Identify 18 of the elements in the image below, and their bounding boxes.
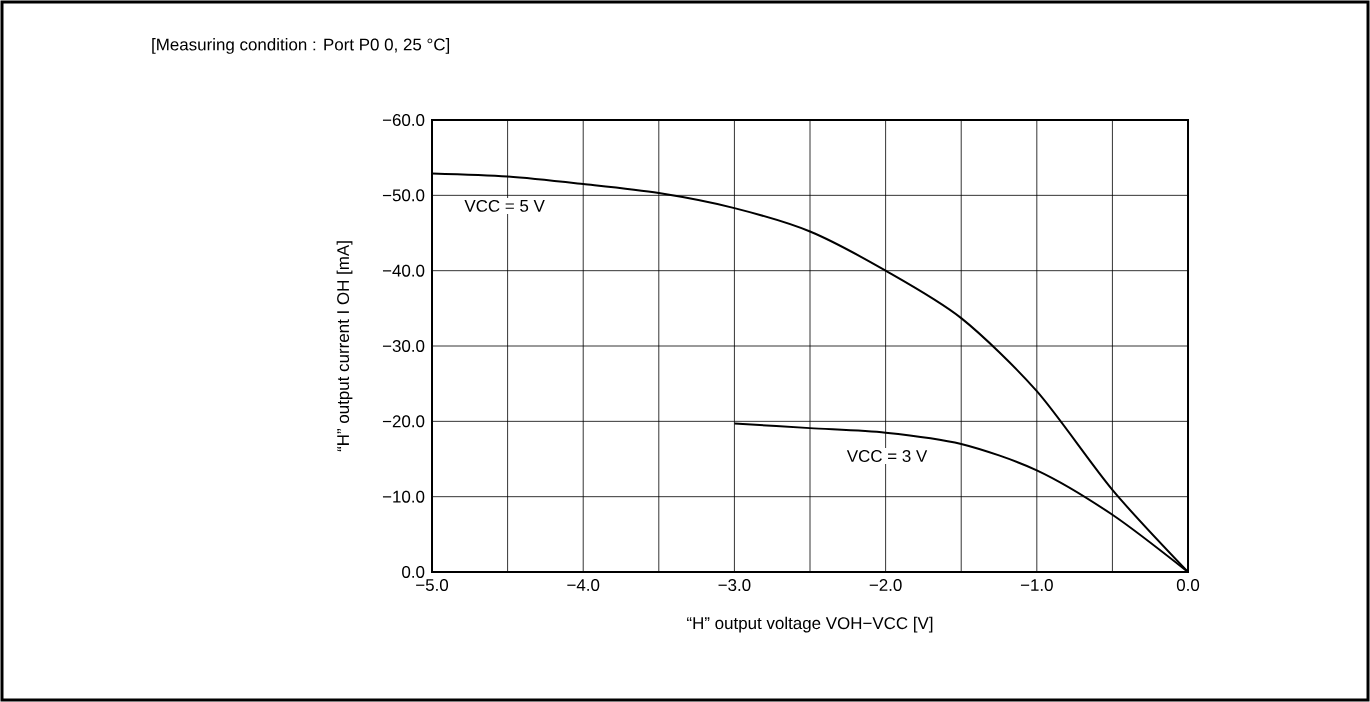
- y-tick-label: −50.0: [382, 189, 425, 202]
- x-tick-label: −4.0: [567, 579, 600, 592]
- series-label: VCC = 3 V: [846, 450, 928, 462]
- x-tick-label: −1.0: [1020, 579, 1053, 592]
- chart-title: [Measuring condition : Port P0 0, 25 °C]: [152, 38, 450, 54]
- series-label: VCC = 5 V: [464, 199, 545, 212]
- y-tick-label: −10.0: [382, 490, 425, 503]
- y-tick-label: −20.0: [382, 415, 425, 428]
- y-tick-label: −40.0: [382, 264, 425, 277]
- x-axis-title: “H” output voltage VOH−VCC [V]: [687, 616, 933, 633]
- x-tick-label: −2.0: [869, 579, 902, 592]
- y-tick-label: 0.0: [402, 566, 425, 578]
- y-tick-label: −60.0: [382, 114, 425, 126]
- x-tick-label: −3.0: [718, 579, 751, 592]
- x-tick-label: 0.0: [1176, 579, 1200, 592]
- x-tick-label: −5.0: [416, 579, 449, 592]
- y-tick-label: −30.0: [382, 340, 425, 352]
- y-axis-title: “H” output current I OH [mA]: [336, 241, 353, 452]
